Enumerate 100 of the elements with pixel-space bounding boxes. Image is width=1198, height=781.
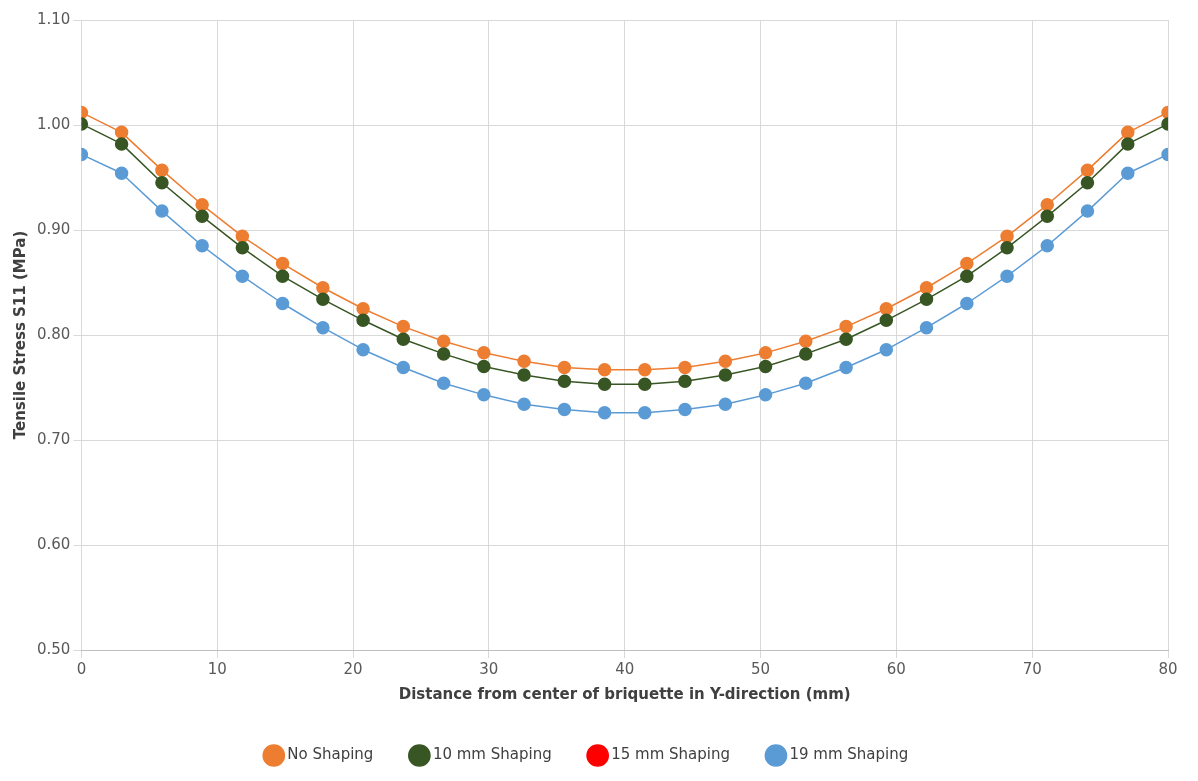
legend-label: 15 mm Shaping	[611, 745, 730, 764]
x-tick-label: 0	[76, 659, 87, 678]
point	[436, 347, 451, 361]
point	[960, 269, 974, 283]
point	[114, 125, 129, 140]
point	[477, 346, 491, 360]
x-tick-label: 40	[615, 659, 635, 678]
point	[799, 334, 813, 349]
point	[356, 342, 370, 357]
point	[114, 166, 129, 181]
x-tick-label: 70	[1022, 659, 1042, 678]
point	[557, 402, 572, 417]
y-tick-label: 0.90	[36, 219, 71, 238]
y-tick-label: 1.10	[36, 9, 71, 28]
point	[1080, 176, 1095, 190]
point	[597, 377, 612, 392]
point	[1040, 198, 1054, 212]
point	[517, 354, 531, 368]
point	[155, 204, 169, 218]
point	[678, 374, 692, 388]
point	[799, 376, 813, 391]
point	[235, 241, 250, 255]
point	[678, 402, 692, 417]
legend-label: No Shaping	[287, 745, 374, 764]
point	[638, 405, 652, 420]
y-tick-label: 0.70	[36, 429, 71, 448]
point	[1121, 137, 1135, 151]
x-tick-label: 50	[750, 659, 771, 678]
point	[155, 163, 169, 177]
point	[718, 368, 733, 382]
point	[316, 320, 330, 335]
x-tick-label: 10	[207, 659, 227, 678]
point	[477, 359, 491, 374]
point	[879, 313, 894, 328]
point	[275, 296, 290, 311]
point	[557, 374, 572, 388]
x-tick-label: 60	[886, 659, 906, 678]
point	[960, 296, 974, 311]
point	[396, 360, 411, 375]
point	[436, 334, 451, 349]
point	[557, 360, 572, 375]
point	[1121, 125, 1135, 140]
point	[356, 302, 370, 316]
y-axis-title: Tensile Stress S11 (MPa)	[10, 230, 29, 440]
point	[1040, 209, 1054, 224]
point	[758, 388, 773, 402]
point	[114, 137, 129, 151]
legend-label: 19 mm Shaping	[789, 745, 909, 764]
point	[356, 313, 370, 328]
point	[396, 319, 411, 334]
point	[155, 176, 169, 190]
point	[960, 256, 974, 271]
point	[1000, 269, 1014, 283]
point	[316, 281, 330, 295]
point	[1000, 241, 1014, 255]
point	[235, 229, 250, 244]
point	[879, 342, 894, 357]
point	[597, 405, 612, 420]
y-tick-label: 0.50	[36, 639, 71, 658]
point	[316, 292, 330, 307]
point	[1040, 239, 1054, 253]
x-tick-label: 30	[479, 659, 499, 678]
point	[1080, 204, 1095, 218]
point	[597, 362, 612, 377]
point	[195, 239, 209, 253]
point	[799, 347, 813, 361]
point	[839, 360, 853, 375]
point	[1121, 166, 1135, 181]
point	[718, 397, 733, 412]
y-tick-label: 1.00	[36, 114, 71, 133]
x-axis-title: Distance from center of briquette in Y-direction (mm)	[398, 684, 851, 703]
point	[638, 377, 652, 392]
point	[839, 319, 853, 334]
point	[1080, 163, 1095, 177]
point	[275, 256, 290, 271]
point	[1000, 229, 1014, 244]
point	[879, 302, 894, 316]
point	[436, 376, 451, 391]
legend-label: 10 mm Shaping	[432, 745, 552, 764]
point	[235, 269, 250, 283]
x-tick-label: 20	[343, 659, 363, 678]
point	[678, 360, 692, 375]
point	[275, 269, 290, 283]
point	[477, 388, 491, 402]
point	[718, 354, 733, 368]
point	[517, 368, 531, 382]
point	[638, 362, 652, 377]
point	[195, 209, 209, 224]
point	[758, 359, 773, 374]
point	[919, 320, 934, 335]
point	[839, 332, 853, 346]
point	[396, 332, 411, 346]
point	[517, 397, 531, 412]
x-tick-label: 80	[1158, 659, 1178, 678]
y-tick-label: 0.60	[36, 534, 71, 553]
point	[919, 292, 934, 307]
y-tick-label: 0.80	[36, 324, 71, 343]
point	[758, 346, 773, 360]
point	[195, 198, 209, 212]
point	[919, 281, 934, 295]
